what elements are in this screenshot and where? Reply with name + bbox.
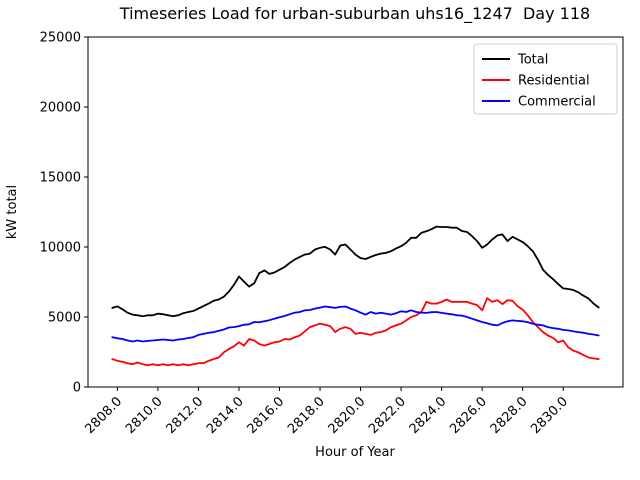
legend-entries: Total Residential Commercial (482, 53, 596, 110)
y-tick-label: 0 (73, 381, 81, 396)
y-tick-label: 25000 (40, 31, 81, 46)
chart-title: Timeseries Load for urban-suburban uhs16… (119, 4, 590, 24)
legend-label-commercial: Commercial (518, 95, 596, 110)
series-line-commercial (111, 305, 600, 343)
axes-frame (87, 36, 624, 388)
legend-box (473, 43, 618, 115)
legend: Total Residential Commercial (473, 43, 618, 115)
y-tick-label: 10000 (40, 241, 81, 256)
y-tick-label: 15000 (40, 171, 81, 186)
y-axis-ticks: 0 5000 10000 15000 20000 25000 (40, 31, 88, 396)
x-axis-label: Hour of Year (315, 445, 395, 460)
legend-label-total: Total (517, 53, 548, 68)
legend-label-residential: Residential (518, 74, 590, 89)
y-axis-label: kW total (5, 185, 20, 239)
series-line-total (111, 225, 600, 318)
y-tick-label: 5000 (48, 311, 81, 326)
y-tick-label: 20000 (40, 101, 81, 116)
series-line-residential (111, 297, 600, 367)
series-lines (111, 225, 600, 367)
